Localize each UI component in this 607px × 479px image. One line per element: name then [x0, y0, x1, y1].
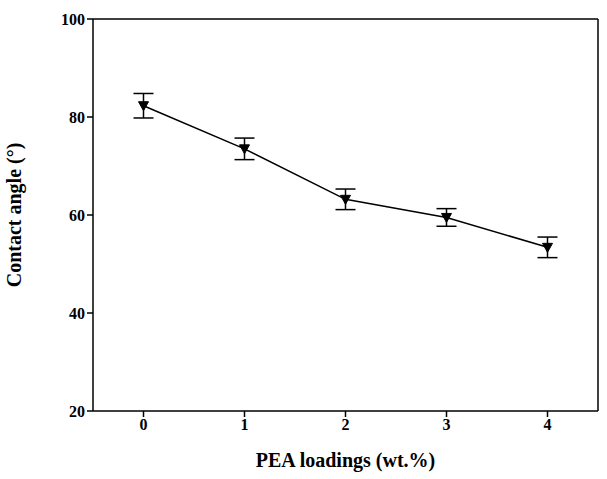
svg-text:3: 3	[443, 416, 451, 433]
svg-text:Contact angle (°): Contact angle (°)	[3, 143, 26, 288]
svg-text:40: 40	[69, 305, 85, 322]
svg-text:80: 80	[69, 109, 85, 126]
svg-text:PEA loadings (wt.%): PEA loadings (wt.%)	[256, 449, 435, 472]
svg-text:60: 60	[69, 207, 85, 224]
svg-text:1: 1	[241, 416, 249, 433]
svg-text:100: 100	[61, 11, 85, 28]
svg-text:2: 2	[342, 416, 350, 433]
svg-text:4: 4	[544, 416, 552, 433]
svg-text:0: 0	[140, 416, 148, 433]
svg-text:20: 20	[69, 403, 85, 420]
